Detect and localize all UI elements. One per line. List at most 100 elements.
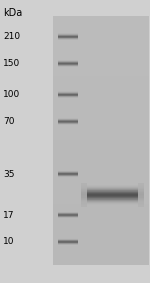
Bar — [53, 107, 148, 109]
Bar — [53, 188, 148, 190]
Bar — [81, 191, 144, 192]
Bar — [81, 192, 87, 193]
Bar — [138, 203, 144, 205]
Bar — [81, 190, 87, 192]
Bar — [81, 202, 87, 203]
Bar — [53, 242, 148, 244]
Bar — [53, 192, 148, 194]
Text: 100: 100 — [3, 90, 20, 99]
Bar — [81, 187, 87, 188]
Bar — [53, 53, 148, 55]
Bar — [53, 233, 148, 235]
Bar — [81, 185, 144, 186]
Bar — [53, 103, 148, 105]
Bar — [53, 190, 148, 192]
Bar — [81, 193, 87, 194]
Bar — [53, 65, 148, 67]
Bar — [53, 70, 148, 72]
Bar — [53, 119, 148, 121]
Bar — [53, 130, 148, 132]
Bar — [53, 167, 148, 169]
Bar — [138, 195, 144, 196]
Bar — [81, 198, 87, 199]
Bar — [138, 206, 144, 207]
Bar — [53, 157, 148, 159]
Bar — [81, 186, 87, 187]
Bar — [53, 159, 148, 161]
Bar — [53, 95, 148, 97]
Bar — [53, 238, 148, 240]
Bar — [53, 72, 148, 74]
Bar — [53, 101, 148, 103]
Bar — [53, 200, 148, 202]
Bar — [53, 80, 148, 82]
Bar — [53, 204, 148, 207]
Bar — [53, 215, 148, 217]
Bar — [53, 213, 148, 215]
Bar — [53, 209, 148, 211]
Bar — [81, 200, 144, 201]
Bar — [53, 74, 148, 76]
Bar — [81, 189, 87, 190]
Bar — [81, 203, 87, 205]
Bar — [53, 151, 148, 153]
Bar — [53, 49, 148, 51]
Bar — [53, 235, 148, 238]
Bar — [138, 183, 144, 185]
Bar — [138, 193, 144, 194]
Bar — [53, 86, 148, 88]
Bar — [53, 225, 148, 227]
Bar — [81, 190, 144, 191]
Bar — [53, 24, 148, 26]
Bar — [53, 105, 148, 107]
Bar — [53, 90, 148, 92]
Bar — [81, 195, 144, 196]
Bar — [81, 185, 87, 186]
Bar — [53, 45, 148, 47]
Bar — [138, 201, 144, 202]
Bar — [81, 195, 87, 196]
Bar — [53, 34, 148, 36]
Bar — [53, 138, 148, 140]
Bar — [81, 199, 144, 200]
Bar — [81, 194, 144, 195]
Bar — [53, 250, 148, 252]
Bar — [53, 123, 148, 126]
Bar — [138, 187, 144, 188]
Bar — [53, 231, 148, 233]
Bar — [53, 109, 148, 111]
Bar — [53, 30, 148, 32]
Bar — [53, 113, 148, 115]
Text: 17: 17 — [3, 211, 15, 220]
Bar — [81, 187, 144, 188]
Bar — [53, 175, 148, 177]
Bar — [53, 36, 148, 38]
Bar — [53, 186, 148, 188]
Bar — [138, 186, 144, 187]
Bar — [53, 202, 148, 204]
Bar — [138, 200, 144, 201]
Text: kDa: kDa — [3, 8, 22, 18]
Text: 35: 35 — [3, 170, 15, 179]
Bar — [53, 227, 148, 229]
Bar — [53, 169, 148, 171]
Bar — [81, 200, 87, 201]
Bar — [53, 184, 148, 186]
Bar — [53, 223, 148, 225]
Bar — [138, 190, 144, 192]
Text: 70: 70 — [3, 117, 15, 126]
Bar — [53, 57, 148, 59]
Bar — [53, 16, 148, 18]
Bar — [53, 177, 148, 179]
Bar — [81, 196, 144, 197]
Bar — [81, 203, 144, 204]
Bar — [53, 61, 148, 63]
Bar — [53, 211, 148, 213]
Bar — [53, 59, 148, 61]
Bar — [81, 205, 87, 206]
Bar — [53, 252, 148, 254]
Bar — [53, 171, 148, 173]
Bar — [53, 194, 148, 196]
Bar — [53, 148, 148, 151]
Bar — [53, 173, 148, 175]
